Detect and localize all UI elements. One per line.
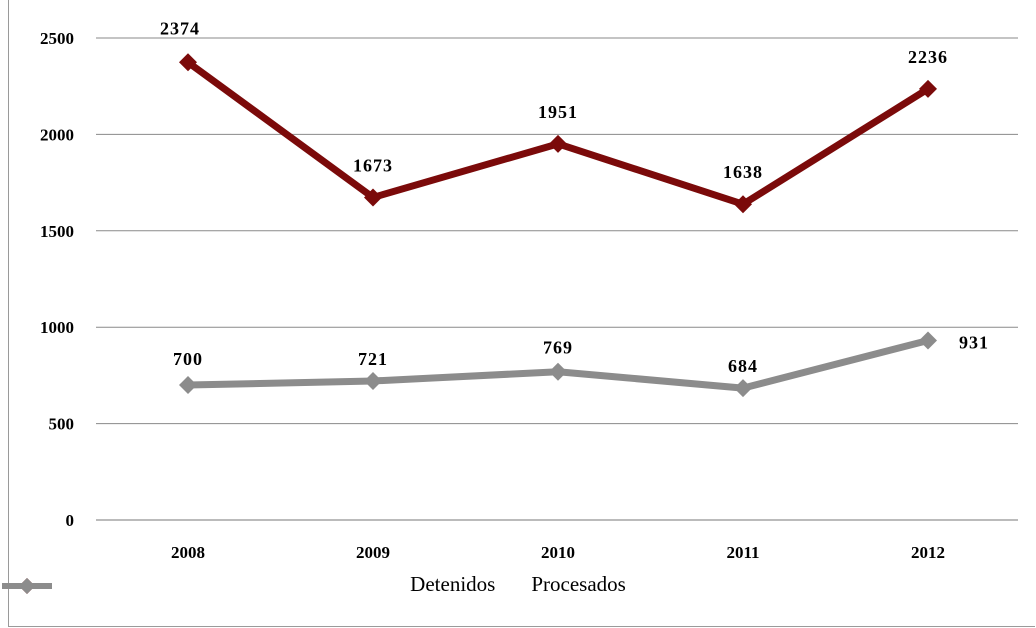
data-label: 1951 [538,102,578,122]
legend-item-detenidos: Detenidos [2,572,496,597]
y-axis-ticks: 0 500 1000 1500 2000 2500 [40,29,74,530]
data-label: 700 [173,349,203,369]
data-point-marker [549,134,567,153]
data-point-marker [734,379,752,398]
series-layer [179,53,937,398]
data-point-marker [734,195,752,214]
x-tick-label: 2012 [911,543,945,562]
y-tick-label: 1000 [40,318,74,337]
data-label: 2374 [160,18,200,38]
legend: Detenidos Procesados [0,572,1036,597]
data-labels: 2374 1673 1951 1638 2236 700 721 769 684 931 [160,18,989,376]
data-label: 2236 [908,47,948,67]
data-point-marker [919,79,937,98]
x-tick-label: 2010 [541,543,575,562]
x-tick-label: 2009 [356,543,390,562]
data-label: 1638 [723,162,763,182]
y-tick-label: 500 [49,415,75,434]
grid-lines [96,37,1018,521]
series-line-detenidos [185,59,930,208]
data-point-marker [919,331,937,350]
y-tick-label: 2500 [40,29,74,48]
legend-swatch-procesados [2,578,52,594]
data-label: 684 [728,356,758,376]
data-label: 1673 [353,155,393,175]
legend-label-procesados: Procesados [531,572,626,596]
data-label: 931 [959,333,989,353]
data-label: 721 [358,349,388,369]
x-axis-ticks: 2008 2009 2010 2011 2012 [171,543,945,562]
data-point-marker [179,53,197,72]
y-tick-label: 2000 [40,125,74,144]
data-label: 769 [543,338,573,358]
chart-frame [8,0,1035,627]
data-point-marker [364,188,382,207]
x-tick-label: 2008 [171,543,205,562]
y-tick-label: 0 [66,511,75,530]
y-tick-label: 1500 [40,222,74,241]
data-point-marker [549,362,567,381]
data-point-marker [179,376,197,395]
legend-item-procesados: Procesados [2,572,626,597]
legend-label-detenidos: Detenidos [410,572,496,596]
x-tick-label: 2011 [726,543,759,562]
data-point-marker [364,371,382,390]
